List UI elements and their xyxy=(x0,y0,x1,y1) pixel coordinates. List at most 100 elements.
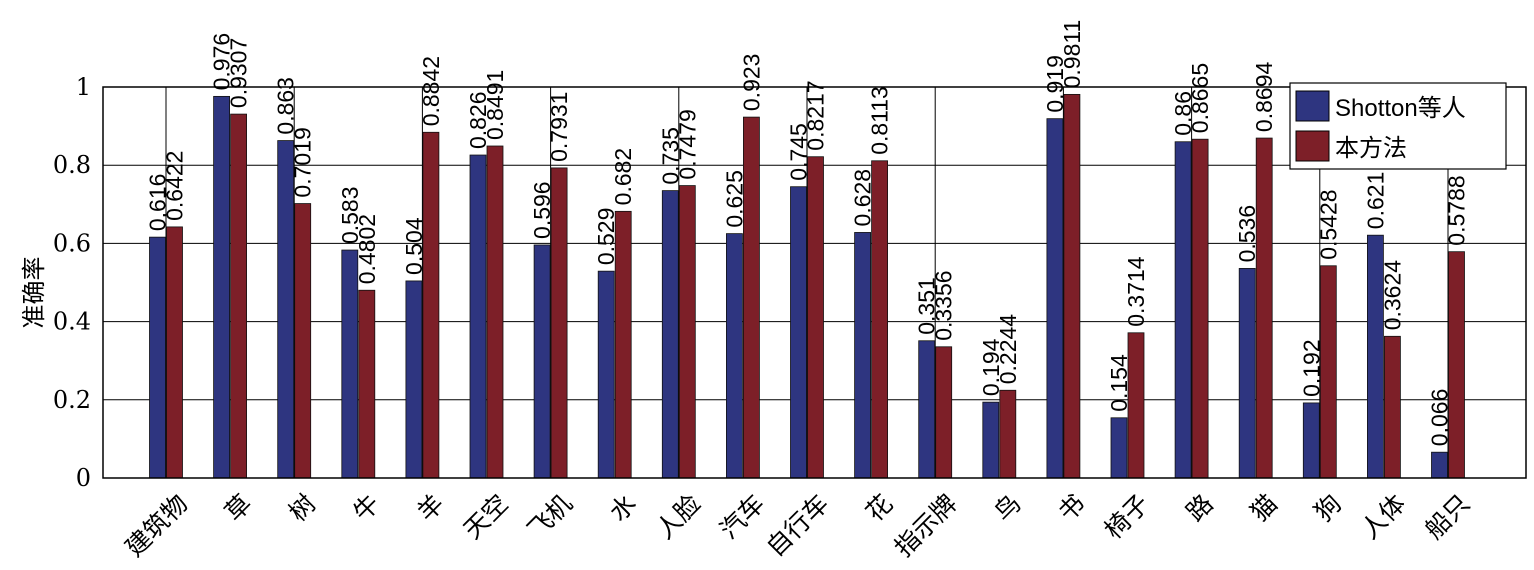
data-label: 0.7479 xyxy=(674,109,700,179)
bar-shotton xyxy=(533,244,551,479)
x-tick-label: 猫 xyxy=(1245,489,1283,527)
x-tick-label: 牛 xyxy=(347,489,385,527)
legend-swatch-shotton xyxy=(1295,90,1330,122)
data-label: 0.6422 xyxy=(162,151,188,221)
y-tick-label: 0.6 xyxy=(53,229,91,257)
bar-ours xyxy=(358,289,376,479)
data-label: 0.194 xyxy=(978,338,1004,396)
y-tick-label: 0.2 xyxy=(53,386,91,414)
bar-shotton xyxy=(469,154,487,479)
legend: Shotton等人 本方法 xyxy=(1289,82,1507,170)
data-label: 0.9811 xyxy=(1059,20,1085,89)
legend-swatch-ours xyxy=(1295,130,1330,162)
bar-shotton xyxy=(1302,402,1320,479)
data-label: 0.8665 xyxy=(1187,63,1213,133)
data-label: 0.4802 xyxy=(354,214,380,284)
x-tick-label: 鸟 xyxy=(988,489,1026,527)
x-tick-label: 汽车 xyxy=(714,489,770,545)
bar-ours xyxy=(166,226,183,479)
data-label: 0.8113 xyxy=(867,86,893,155)
bar-ours xyxy=(807,156,824,479)
bar-shotton xyxy=(1431,451,1448,479)
x-tick-label: 花 xyxy=(860,489,898,527)
data-label: 0.5788 xyxy=(1444,175,1470,245)
y-axis-title: 准确率 xyxy=(20,257,48,329)
plot-frame xyxy=(102,86,1527,479)
bar-ours xyxy=(230,113,248,479)
bar-shotton xyxy=(213,95,231,479)
bar-shotton xyxy=(1174,141,1192,479)
bar-shotton xyxy=(982,401,1000,479)
bar-shotton xyxy=(918,340,936,479)
legend-label-shotton: Shotton等人 xyxy=(1335,95,1466,122)
bar-shotton xyxy=(661,190,679,479)
grid-lines xyxy=(103,87,1526,478)
data-label: 0.682 xyxy=(610,148,636,206)
x-tick-label: 人脸 xyxy=(650,489,706,545)
bar-ours xyxy=(422,131,440,479)
data-label: 0.2244 xyxy=(995,314,1021,385)
bar-ours xyxy=(486,145,504,479)
y-tick-label: 1 xyxy=(76,73,91,101)
data-label: 0.863 xyxy=(273,77,299,135)
data-label: 0.536 xyxy=(1234,205,1260,263)
bar-shotton xyxy=(854,232,871,479)
data-label: 0.8694 xyxy=(1251,62,1277,133)
data-label: 0.3624 xyxy=(1379,260,1405,331)
x-tick-label: 树 xyxy=(283,489,321,527)
bar-shotton xyxy=(1046,118,1064,479)
data-label: 0.504 xyxy=(401,217,427,275)
legend-label-ours: 本方法 xyxy=(1335,135,1407,162)
data-label: 0.616 xyxy=(145,174,171,232)
data-label: 0.066 xyxy=(1427,389,1453,447)
data-label: 0.596 xyxy=(529,181,555,239)
data-label: 0.5428 xyxy=(1315,189,1341,259)
x-tick-label: 人体 xyxy=(1355,489,1411,545)
x-tick-label: 建筑物 xyxy=(120,489,194,563)
data-label: 0.3356 xyxy=(931,270,957,340)
y-axis: 0 0.2 0.4 0.6 0.8 1 xyxy=(53,73,91,492)
data-label: 0.583 xyxy=(337,186,363,244)
data-label: 0.621 xyxy=(1362,172,1388,230)
data-label: 0.8842 xyxy=(418,56,444,126)
x-tick-label: 路 xyxy=(1181,489,1219,527)
x-tick-label: 天空 xyxy=(458,489,514,545)
x-tick-label: 水 xyxy=(604,489,642,527)
bar-ours xyxy=(1191,138,1209,479)
x-tick-label: 羊 xyxy=(411,489,449,527)
data-label: 0.351 xyxy=(914,277,940,335)
bar-ours xyxy=(294,203,312,479)
bar-ours xyxy=(678,185,696,479)
bar-ours xyxy=(1384,335,1401,479)
bar-shotton xyxy=(726,233,743,479)
bar-shotton xyxy=(790,186,807,479)
data-label: 0.154 xyxy=(1106,354,1132,412)
bar-ours xyxy=(1063,93,1081,479)
bar-shotton xyxy=(1238,268,1256,479)
x-tick-label: 书 xyxy=(1052,489,1090,527)
bar-ours xyxy=(935,346,953,479)
data-label: 0.9307 xyxy=(226,38,252,108)
data-label: 0.745 xyxy=(786,123,812,181)
bar-shotton xyxy=(405,280,423,479)
x-axis: 建筑物草树牛羊天空 飞机水人脸 汽车自行车 花指示牌鸟书椅子路猫狗人体 船只 xyxy=(120,489,1476,563)
data-label: 0.3714 xyxy=(1123,256,1149,327)
x-tick-label: 椅子 xyxy=(1099,489,1155,545)
data-label: 0.8491 xyxy=(482,70,508,140)
data-label: 0.628 xyxy=(850,169,876,227)
data-label: 0.7019 xyxy=(290,127,316,197)
x-tick-label: 草 xyxy=(219,489,257,527)
x-tick-label: 狗 xyxy=(1309,489,1347,527)
x-tick-label: 指示牌 xyxy=(889,489,963,563)
data-label: 0.976 xyxy=(209,33,235,91)
y-tick-label: 0.4 xyxy=(53,308,91,336)
data-label: 0.86 xyxy=(1170,91,1196,136)
y-tick-label: 0.8 xyxy=(53,151,91,179)
y-tick-label: 0 xyxy=(76,464,91,492)
bar-shotton xyxy=(597,270,615,479)
bar-shotton xyxy=(1110,417,1128,479)
data-label: 0.919 xyxy=(1042,55,1068,113)
bar-shotton xyxy=(149,236,166,479)
